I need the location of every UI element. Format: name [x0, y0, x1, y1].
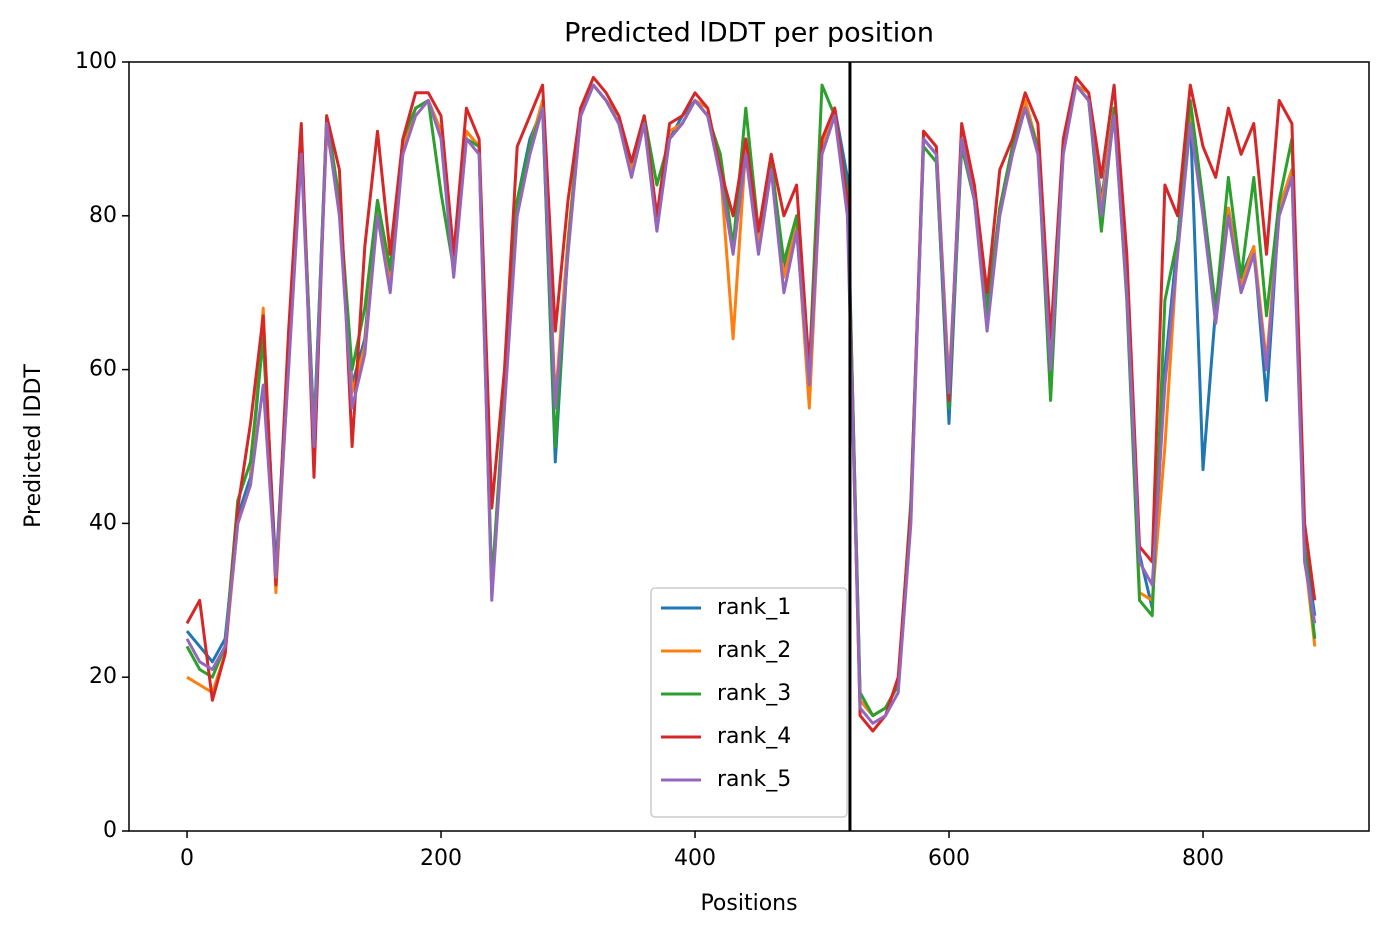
- y-tick-label: 60: [89, 357, 117, 382]
- x-tick-label: 200: [420, 846, 462, 871]
- y-tick-label: 80: [89, 203, 117, 228]
- axes-frame: [128, 61, 1370, 832]
- series-line: [185, 83, 1317, 725]
- x-axis-label: Positions: [700, 891, 797, 916]
- legend-label: rank_3: [717, 681, 791, 706]
- y-axis-label: Predicted lDDT: [21, 364, 46, 528]
- x-tick-label: 0: [180, 846, 194, 871]
- chart-title: Predicted lDDT per position: [564, 18, 934, 49]
- y-tick-label: 20: [89, 664, 117, 689]
- y-tick-label: 100: [75, 49, 117, 74]
- x-tick-label: 800: [1182, 846, 1224, 871]
- y-tick-label: 0: [103, 818, 117, 843]
- legend-label: rank_4: [717, 724, 791, 749]
- legend-box: [650, 587, 848, 818]
- x-tick-label: 400: [674, 846, 716, 871]
- series-line: [185, 75, 1317, 733]
- legend-label: rank_2: [717, 638, 791, 663]
- x-tick-label: 600: [928, 846, 970, 871]
- y-tick-label: 40: [89, 510, 117, 535]
- legend-label: rank_1: [717, 595, 791, 620]
- legend-label: rank_5: [717, 767, 791, 792]
